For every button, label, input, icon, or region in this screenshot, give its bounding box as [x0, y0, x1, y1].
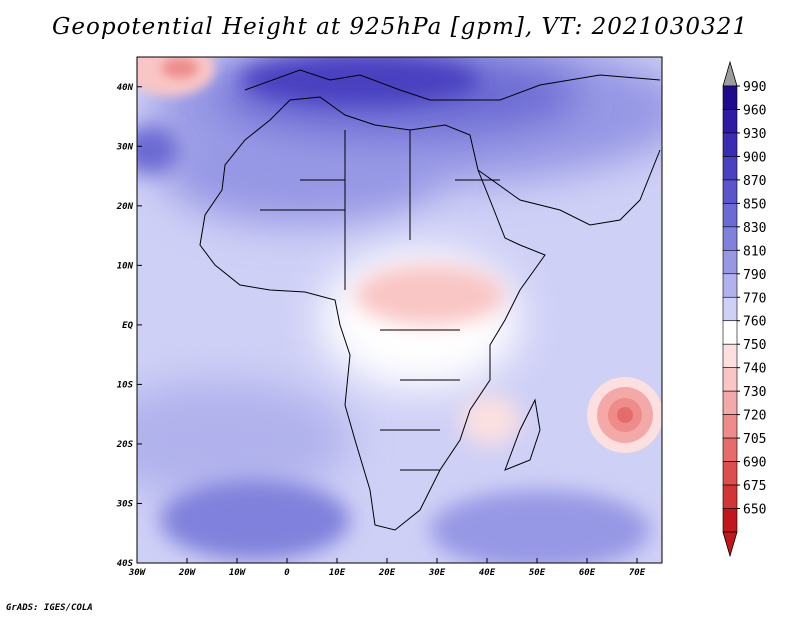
- lat-tick-label: EQ: [122, 321, 133, 331]
- colorbar-label: 740: [743, 362, 766, 377]
- coastlines: [199, 69, 661, 531]
- colorbar-label: 760: [743, 315, 766, 330]
- lon-axis: 30W 20W 10W 0 10E 20E 30E 40E 50E 60E 70E: [128, 558, 646, 578]
- colorbar-label: 720: [743, 409, 766, 424]
- lat-tick-label: 40S: [117, 559, 134, 569]
- lon-tick-label: 60E: [579, 568, 596, 578]
- grads-credit: GrADS: IGES/COLA: [6, 603, 93, 613]
- colorbar-label: 990: [743, 80, 766, 95]
- lat-tick-label: 30N: [116, 142, 134, 152]
- colorbar-label: 870: [743, 174, 766, 189]
- colorbar-over-arrow: [722, 60, 738, 87]
- colorbar-swatch: [722, 203, 738, 228]
- map-title: Geopotential Height at 925hPa [gpm], VT:…: [52, 14, 748, 40]
- colorbar-swatch: [722, 508, 738, 533]
- colorbar-swatch: [722, 250, 738, 275]
- colorbar-swatch: [722, 296, 738, 322]
- colorbar-swatch: [722, 437, 738, 462]
- lon-tick-label: 10E: [329, 568, 346, 578]
- colorbar-swatch: [722, 343, 738, 368]
- colorbar-label: 750: [743, 338, 766, 353]
- colorbar-swatch: [722, 320, 738, 345]
- lat-tick-label: 40N: [117, 83, 134, 93]
- colorbar-swatch: [722, 390, 738, 415]
- lat-tick-label: 10N: [117, 261, 134, 271]
- lon-tick-label: 70E: [629, 568, 646, 578]
- colorbar-swatch: [722, 156, 738, 181]
- colorbar-under-arrow: [722, 531, 738, 558]
- lon-tick-label: 50E: [529, 568, 546, 578]
- lon-tick-label: 10W: [229, 568, 247, 578]
- lat-tick-label: 10S: [117, 380, 134, 390]
- map-frame: [136, 56, 663, 564]
- colorbar-label: 675: [743, 479, 766, 494]
- colorbar-swatch: [722, 85, 738, 110]
- colorbar-swatch: [722, 179, 738, 204]
- colorbar-swatch: [722, 367, 738, 392]
- colorbar-label: 730: [743, 385, 766, 400]
- lon-tick-label: 0: [284, 568, 290, 578]
- colorbar-label: 810: [743, 244, 766, 259]
- lat-tick-label: 30S: [116, 499, 134, 509]
- lon-tick-label: 20W: [178, 568, 197, 578]
- colorbar-label: 960: [743, 103, 766, 118]
- colorbar-label: 830: [743, 221, 766, 236]
- colorbar-swatch: [722, 132, 738, 157]
- lon-tick-label: 30W: [128, 568, 147, 578]
- colorbar-swatch: [722, 461, 738, 486]
- colorbar-label: 650: [743, 503, 766, 518]
- colorbar-label: 850: [743, 197, 766, 212]
- colorbar-label: 900: [743, 150, 766, 165]
- height-field: [137, 57, 662, 563]
- lat-axis: 40N 30N 20N 10N EQ 10S 20S 30S 40S: [116, 83, 142, 569]
- colorbar-label: 790: [743, 268, 766, 283]
- lat-tick-label: 20S: [116, 440, 134, 450]
- colorbar-swatch: [722, 273, 738, 298]
- colorbar-label: 770: [743, 291, 766, 306]
- colorbar-swatch: [722, 226, 738, 251]
- lon-tick-label: 30E: [428, 568, 446, 578]
- colorbar: 990 960 930 900 870 850 830 810 790 770 760 750 740 7…: [722, 60, 766, 558]
- lat-tick-label: 20N: [116, 202, 134, 212]
- colorbar-label: 930: [743, 127, 766, 142]
- colorbar-swatch: [722, 414, 738, 439]
- lon-tick-label: 20E: [378, 568, 396, 578]
- colorbar-label: 690: [743, 456, 766, 471]
- lon-tick-label: 40E: [479, 568, 496, 578]
- colorbar-swatch: [722, 109, 738, 134]
- colorbar-label: 705: [743, 432, 766, 447]
- colorbar-swatch: [722, 484, 738, 509]
